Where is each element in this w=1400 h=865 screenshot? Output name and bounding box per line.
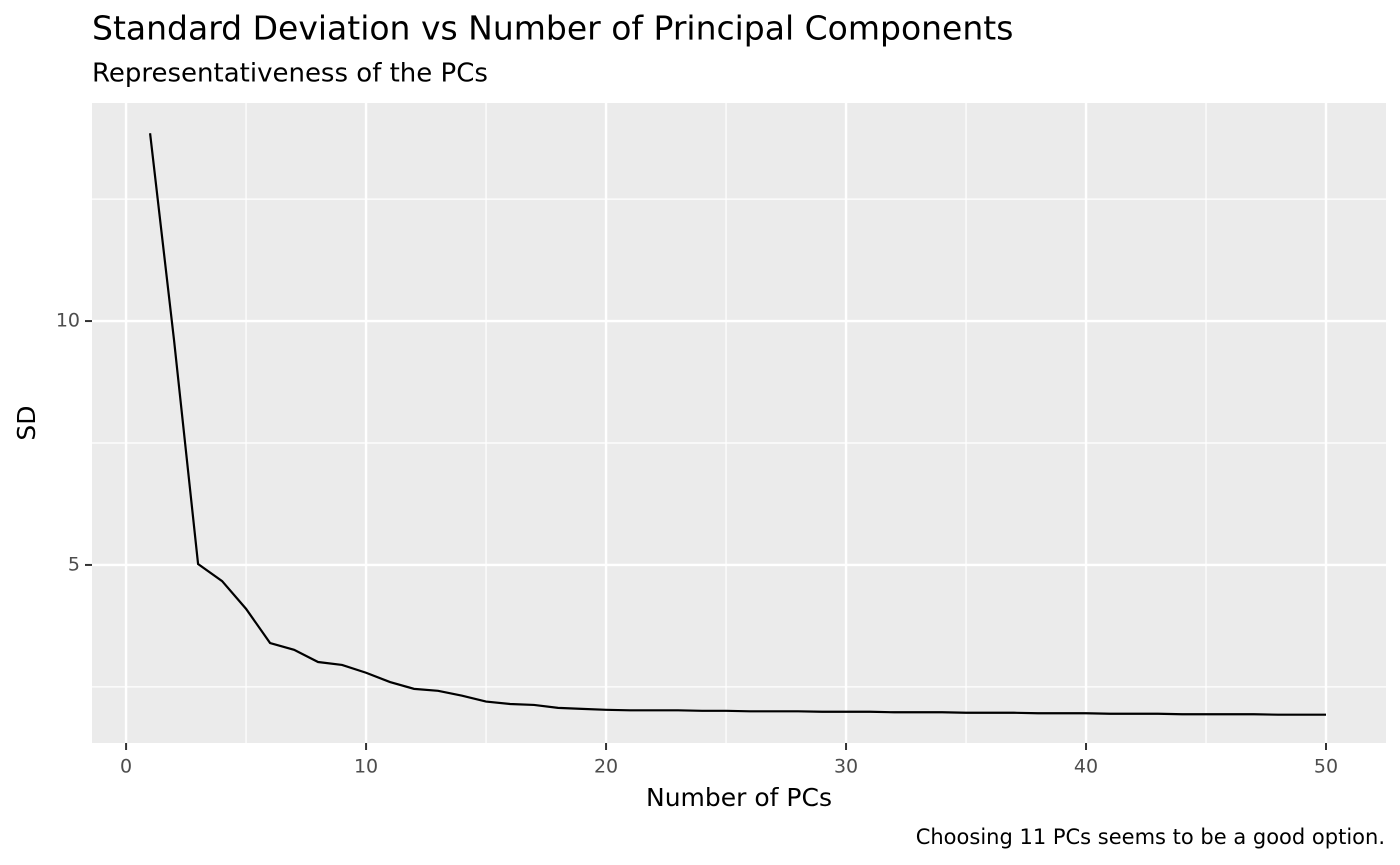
x-tick-label: 20 bbox=[594, 756, 618, 778]
data-line bbox=[148, 133, 1326, 716]
y-tick-label: 5 bbox=[68, 553, 80, 575]
x-tick-label: 10 bbox=[354, 756, 378, 778]
x-axis-title: Number of PCs bbox=[646, 783, 832, 812]
chart-title: Standard Deviation vs Number of Principa… bbox=[92, 9, 1013, 48]
x-tick-label: 0 bbox=[120, 756, 132, 778]
panel bbox=[92, 103, 1386, 743]
y-axis-title: SD bbox=[12, 405, 41, 440]
y-tick-label: 10 bbox=[56, 310, 80, 332]
caption: Choosing 11 PCs seems to be a good optio… bbox=[916, 825, 1385, 849]
x-tick-label: 30 bbox=[834, 756, 858, 778]
x-tick-label: 40 bbox=[1074, 756, 1098, 778]
chart-subtitle: Representativeness of the PCs bbox=[92, 59, 488, 89]
x-tick-label: 50 bbox=[1314, 756, 1338, 778]
